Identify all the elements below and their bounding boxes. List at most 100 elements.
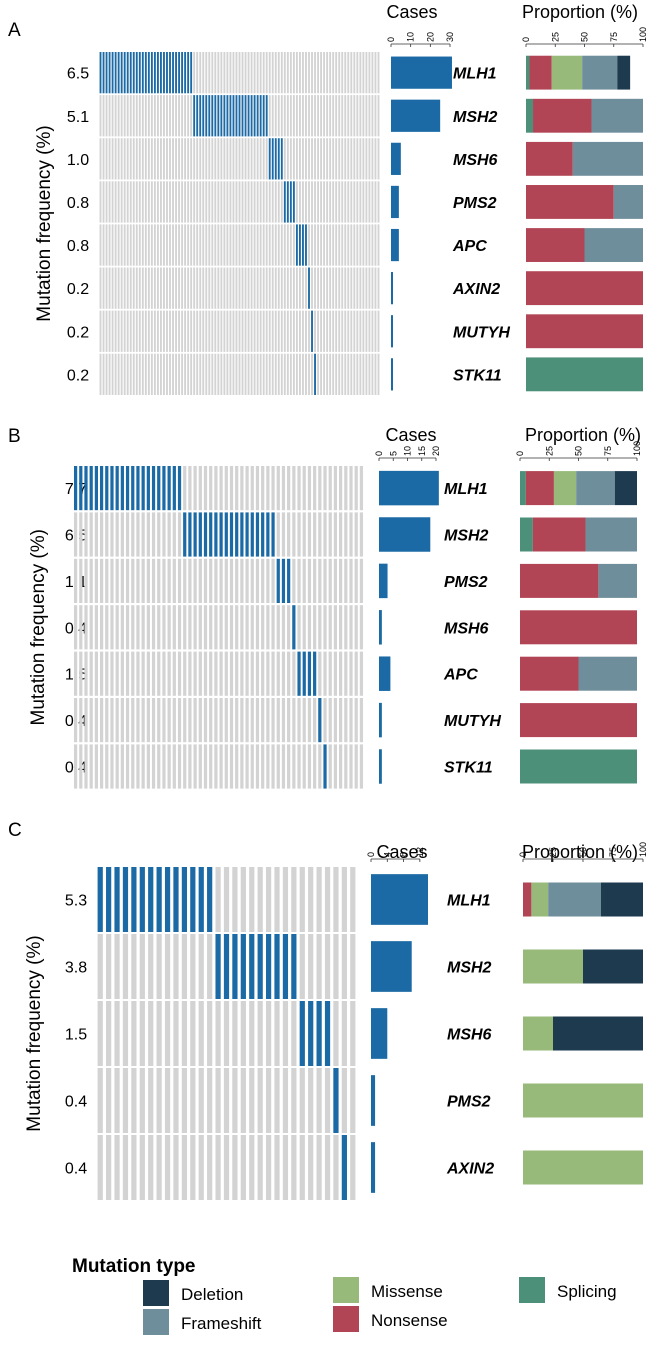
wildtype-sample-cell (316, 1068, 322, 1133)
wildtype-sample-cell (371, 310, 374, 352)
wildtype-sample-cell (241, 224, 244, 266)
wildtype-sample-cell (253, 353, 256, 395)
wildtype-sample-cell (207, 1068, 213, 1133)
wildtype-sample-cell (196, 310, 199, 352)
wildtype-sample-cell (209, 744, 213, 789)
mutation-frequency-label: 0.8 (67, 238, 89, 255)
wildtype-sample-cell (138, 224, 141, 266)
wildtype-sample-cell (318, 512, 322, 557)
wildtype-sample-cell (289, 95, 292, 137)
y-axis-label: Mutation frequency (%) (24, 935, 45, 1131)
mutated-sample-cell (94, 466, 98, 511)
wildtype-sample-cell (229, 52, 232, 94)
wildtype-sample-cell (318, 605, 322, 650)
wildtype-sample-cell (320, 181, 323, 223)
wildtype-sample-cell (214, 651, 218, 696)
wildtype-sample-cell (359, 512, 364, 557)
wildtype-sample-cell (125, 651, 130, 696)
wildtype-sample-cell (286, 95, 289, 137)
wildtype-sample-cell (283, 52, 286, 94)
wildtype-sample-cell (131, 698, 135, 743)
wildtype-sample-cell (102, 267, 105, 309)
wildtype-sample-cell (199, 310, 202, 352)
wildtype-sample-cell (209, 466, 213, 511)
mutated-sample-cell (106, 867, 112, 932)
mutated-sample-cell (208, 95, 211, 137)
wildtype-sample-cell (362, 52, 365, 94)
wildtype-sample-cell (198, 1001, 204, 1066)
wildtype-sample-cell (338, 267, 341, 309)
wildtype-sample-cell (359, 267, 362, 309)
wildtype-sample-cell (84, 698, 88, 743)
wildtype-sample-cell (214, 181, 217, 223)
wildtype-sample-cell (115, 605, 119, 650)
wildtype-sample-cell (163, 353, 165, 395)
wildtype-sample-cell (359, 138, 362, 180)
wildtype-sample-cell (318, 744, 322, 789)
wildtype-sample-cell (193, 52, 196, 94)
wildtype-sample-cell (188, 651, 192, 696)
wildtype-sample-cell (110, 651, 114, 696)
wildtype-sample-cell (123, 181, 126, 223)
wildtype-sample-cell (150, 267, 153, 309)
mutated-sample-cell (214, 95, 217, 137)
wildtype-sample-cell (368, 95, 371, 137)
wildtype-sample-cell (193, 224, 196, 266)
mutated-sample-cell (277, 138, 280, 180)
wildtype-sample-cell (175, 181, 177, 223)
wildtype-sample-cell (205, 224, 208, 266)
wildtype-sample-cell (313, 605, 317, 650)
mutated-sample-cell (73, 466, 78, 511)
mutated-sample-cell (217, 95, 220, 137)
wildtype-sample-cell (220, 52, 223, 94)
wildtype-sample-cell (374, 52, 377, 94)
wildtype-sample-cell (323, 181, 326, 223)
proportion-tick-label: 25 (550, 32, 560, 42)
mutated-sample-cell (175, 52, 177, 94)
wildtype-sample-cell (326, 310, 329, 352)
wildtype-sample-cell (240, 558, 244, 603)
wildtype-sample-cell (167, 512, 171, 557)
wildtype-sample-cell (105, 95, 108, 137)
wildtype-sample-cell (298, 181, 301, 223)
proportion-tick-label: 25 (548, 847, 558, 857)
wildtype-sample-cell (256, 353, 259, 395)
wildtype-sample-cell (266, 651, 270, 696)
wildtype-sample-cell (281, 466, 286, 511)
wildtype-sample-cell (238, 224, 241, 266)
wildtype-sample-cell (344, 138, 347, 180)
wildtype-sample-cell (115, 651, 119, 696)
wildtype-sample-cell (338, 95, 341, 137)
wildtype-sample-cell (344, 605, 348, 650)
proportion-segment-missense (523, 1083, 643, 1118)
proportion-title: Proportion (%) (522, 2, 638, 22)
proportion-segment-frameshift (582, 55, 618, 90)
wildtype-sample-cell (125, 698, 130, 743)
wildtype-sample-cell (268, 52, 271, 94)
wildtype-sample-cell (335, 138, 338, 180)
wildtype-sample-cell (193, 605, 197, 650)
wildtype-sample-cell (129, 138, 132, 180)
proportion-segment-deletion (617, 55, 631, 90)
wildtype-sample-cell (356, 95, 359, 137)
mutated-sample-cell (181, 52, 184, 94)
wildtype-sample-cell (335, 224, 338, 266)
gene-label: MLH1 (444, 481, 488, 498)
wildtype-sample-cell (79, 558, 83, 603)
wildtype-sample-cell (335, 181, 338, 223)
mutated-sample-cell (169, 52, 171, 94)
wildtype-sample-cell (259, 353, 262, 395)
wildtype-sample-cell (73, 512, 78, 557)
wildtype-sample-cell (374, 353, 377, 395)
wildtype-sample-cell (232, 138, 235, 180)
mutation-frequency-label: 6.5 (67, 66, 89, 83)
wildtype-sample-cell (333, 558, 338, 603)
wildtype-sample-cell (244, 310, 247, 352)
wildtype-sample-cell (359, 558, 364, 603)
mutated-sample-cell (324, 1001, 331, 1066)
wildtype-sample-cell (215, 867, 221, 932)
wildtype-sample-cell (190, 224, 193, 266)
wildtype-sample-cell (350, 934, 356, 999)
wildtype-sample-cell (349, 512, 353, 557)
wildtype-sample-cell (341, 95, 344, 137)
